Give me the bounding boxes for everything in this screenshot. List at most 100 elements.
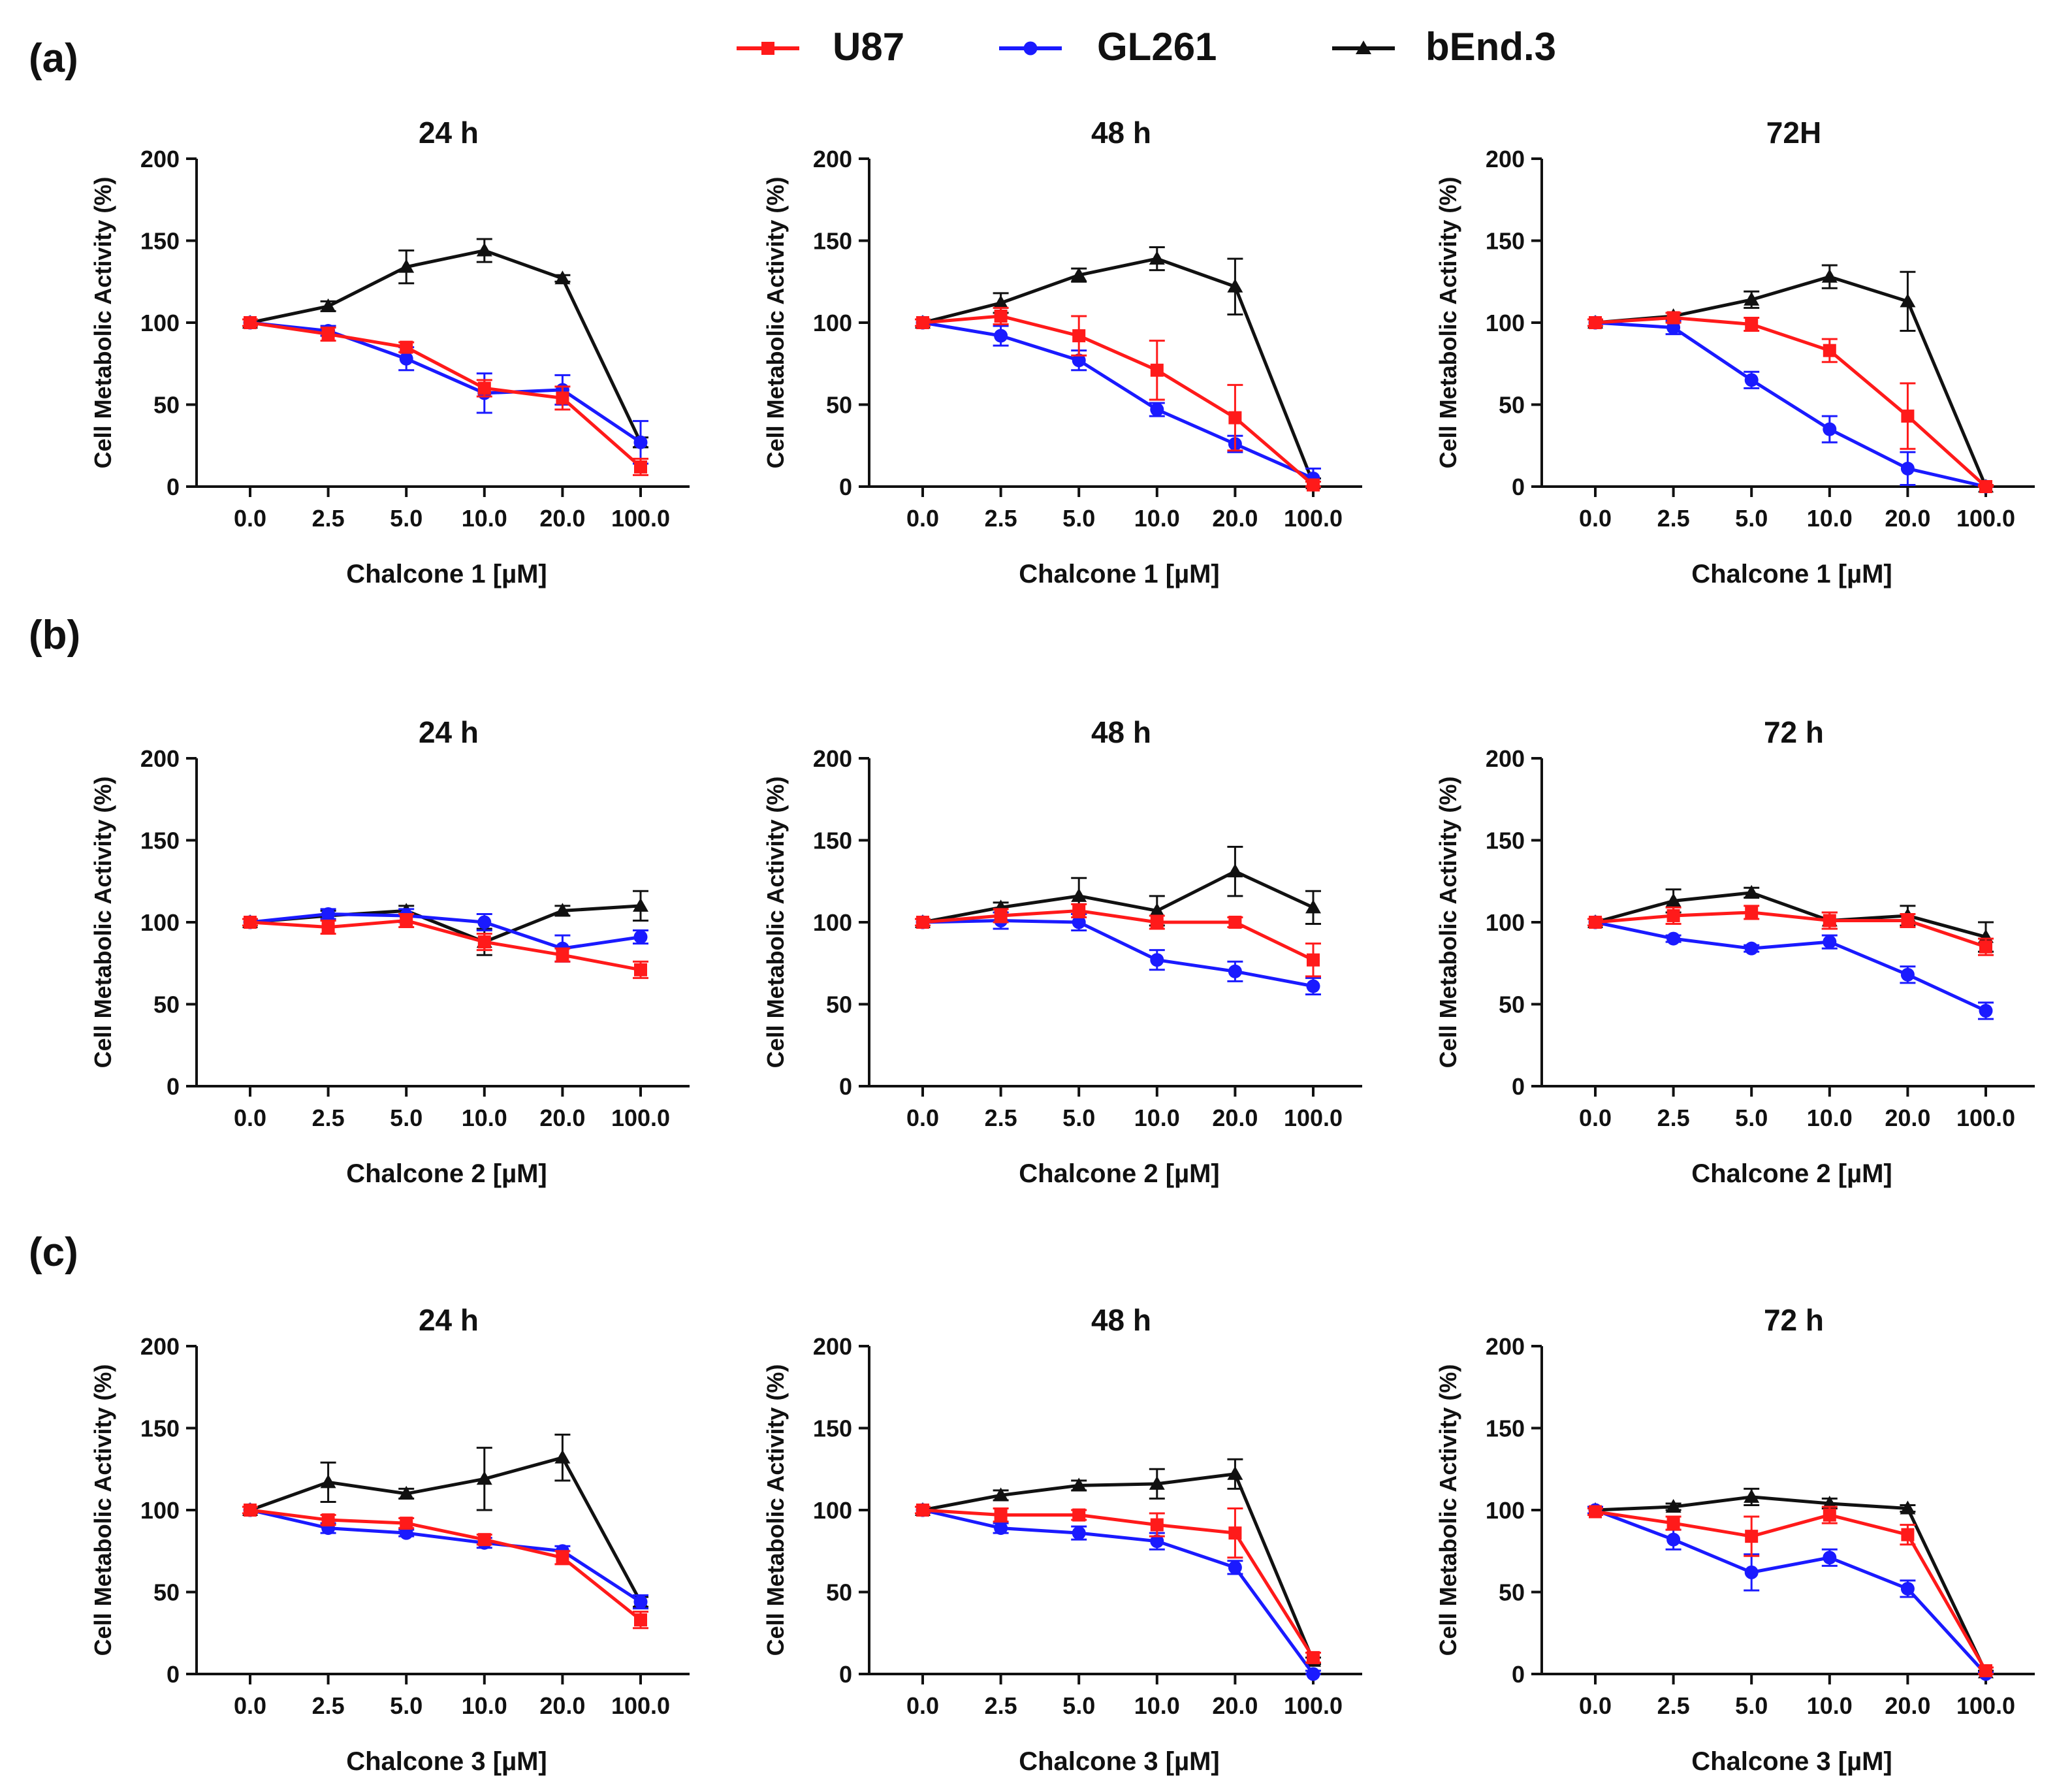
chart-title: 72 h — [1764, 715, 1824, 749]
data-point — [1744, 884, 1760, 899]
data-point — [244, 1504, 257, 1517]
data-point — [1821, 268, 1838, 283]
data-point — [400, 914, 413, 927]
data-point — [993, 295, 1009, 309]
data-point — [1901, 1528, 1915, 1541]
series-gl261 — [1587, 915, 1994, 1020]
y-tick-label: 50 — [826, 392, 852, 419]
x-tick-label: 10.0 — [462, 1692, 507, 1719]
y-axis-label: Cell Metabolic Activity (%) — [89, 177, 116, 469]
data-point — [1823, 344, 1836, 357]
chart-title: 72 h — [1764, 1303, 1824, 1337]
chart-panel: 24 h 0 50 100 150 200 0.0 2.5 5.0 10.0 20.0 100.0 Ch… — [89, 1303, 690, 1776]
data-point — [1744, 291, 1760, 306]
data-point — [994, 1508, 1008, 1522]
y-axis-label: Cell Metabolic Activity (%) — [1435, 777, 1461, 1069]
series-bend-3 — [242, 1434, 648, 1608]
series-line — [249, 904, 641, 944]
x-tick-label: 100.0 — [611, 505, 670, 532]
data-point — [1072, 329, 1086, 343]
x-axis-label: Chalcone 1 [µM] — [346, 560, 547, 588]
series-u87 — [915, 1504, 1321, 1664]
data-point — [994, 1521, 1008, 1536]
x-tick-label: 20.0 — [539, 1692, 585, 1719]
data-point — [1228, 1526, 1242, 1540]
series-line — [922, 909, 1315, 961]
x-tick-label: 5.0 — [1735, 1692, 1768, 1719]
data-point — [1901, 914, 1915, 927]
x-tick-label: 2.5 — [312, 1104, 345, 1131]
series-line — [1595, 1495, 1988, 1673]
series-bend-3 — [915, 1458, 1321, 1667]
data-point — [1744, 941, 1759, 956]
y-tick-label: 50 — [153, 991, 180, 1018]
series-line — [249, 918, 641, 972]
data-point — [1306, 1667, 1320, 1681]
series-line — [249, 912, 641, 950]
data-point — [634, 1613, 647, 1627]
x-tick-label: 10.0 — [1807, 505, 1853, 532]
series-u87 — [915, 306, 1321, 492]
y-tick-label: 100 — [140, 909, 180, 936]
data-point — [1072, 1526, 1086, 1540]
chart-title: 24 h — [419, 116, 479, 150]
data-point — [1149, 251, 1165, 265]
data-point — [1666, 311, 1680, 325]
series-bend-3 — [242, 238, 648, 449]
x-tick-label: 20.0 — [539, 1104, 585, 1131]
data-point — [399, 351, 413, 366]
data-point — [1305, 899, 1321, 914]
legend-marker-triangle-icon — [1356, 40, 1371, 54]
series-line — [249, 1508, 642, 1603]
data-point — [554, 270, 571, 285]
series-u87 — [242, 1504, 648, 1630]
data-point — [320, 1474, 336, 1489]
series-line — [922, 1508, 1315, 1675]
data-point — [321, 327, 335, 341]
series-line — [249, 321, 642, 444]
data-point — [1228, 1560, 1242, 1575]
y-tick-label: 150 — [140, 228, 180, 255]
y-tick-label: 100 — [813, 909, 852, 936]
series-line — [922, 257, 1315, 484]
y-tick-label: 100 — [1486, 310, 1525, 336]
chart-title: 72H — [1766, 116, 1821, 150]
chart-panel: 72H 0 50 100 150 200 0.0 2.5 5.0 10.0 20.0 100.0 Cha… — [1435, 116, 2035, 588]
x-axis-label: Chalcone 2 [µM] — [346, 1159, 547, 1188]
series-line — [922, 321, 1315, 480]
x-tick-label: 100.0 — [1284, 1104, 1343, 1131]
data-point — [556, 1551, 569, 1564]
x-tick-label: 2.5 — [312, 505, 345, 532]
data-point — [1901, 410, 1915, 423]
data-point — [1072, 915, 1086, 929]
data-point — [1072, 904, 1086, 918]
series-line — [922, 1472, 1315, 1662]
y-tick-label: 50 — [826, 1579, 852, 1606]
y-tick-label: 150 — [140, 828, 180, 854]
x-tick-label: 0.0 — [1579, 1104, 1612, 1131]
y-tick-label: 0 — [839, 474, 852, 500]
x-tick-label: 0.0 — [906, 1692, 939, 1719]
legend-label: U87 — [833, 25, 904, 69]
data-point — [1589, 316, 1602, 329]
x-tick-label: 0.0 — [234, 1104, 266, 1131]
data-point — [1150, 363, 1164, 377]
data-point — [1745, 317, 1759, 331]
data-point — [1227, 863, 1243, 878]
data-point — [477, 915, 492, 929]
data-point — [1744, 1565, 1759, 1579]
x-tick-label: 100.0 — [1956, 1104, 2015, 1131]
data-point — [1307, 953, 1320, 967]
legend-item-bend-3: bEnd.3 — [1332, 25, 1556, 69]
x-tick-label: 10.0 — [462, 1104, 507, 1131]
series-line — [249, 1508, 642, 1622]
y-tick-label: 150 — [813, 1415, 852, 1442]
data-point — [1665, 1498, 1682, 1513]
x-axis-label: Chalcone 3 [µM] — [346, 1747, 547, 1776]
y-tick-label: 0 — [167, 474, 180, 500]
data-point — [1900, 1581, 1915, 1596]
data-point — [1979, 1664, 1992, 1677]
chart-panel: 48 h 0 50 100 150 200 0.0 2.5 5.0 10.0 20.0 100.0 Ch… — [762, 116, 1362, 588]
x-axis-label: Chalcone 3 [µM] — [1019, 1747, 1220, 1776]
x-tick-label: 2.5 — [1657, 1104, 1690, 1131]
